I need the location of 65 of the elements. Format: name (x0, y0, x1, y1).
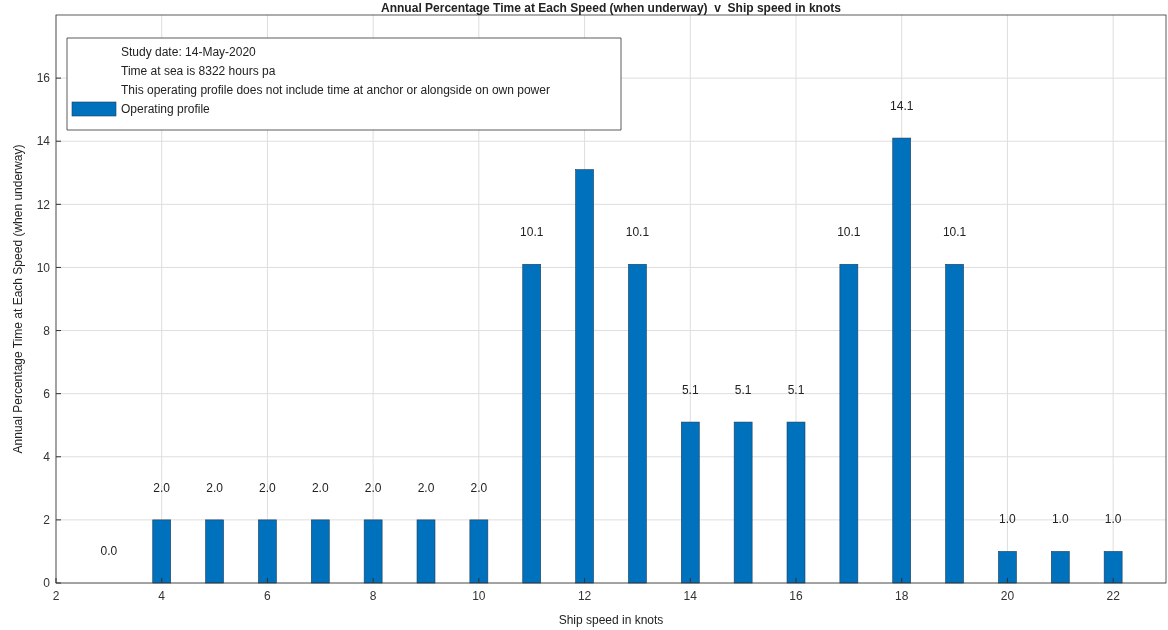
bar (205, 519, 224, 584)
bar (998, 551, 1017, 584)
bar (733, 421, 753, 584)
data-label: 1.0 (999, 512, 1017, 527)
x-tick-label: 20 (1000, 589, 1015, 603)
data-label: 10.1 (837, 225, 861, 240)
y-tick-label: 14 (36, 134, 51, 149)
data-label: 0.0 (100, 544, 118, 558)
bar (628, 263, 647, 584)
y-tick-label: 0 (43, 576, 51, 591)
data-label: 2.0 (153, 480, 171, 495)
bar (1103, 551, 1123, 584)
y-axis-title: Annual Percentage Time at Each Speed (when underway) (11, 144, 25, 454)
bar (152, 519, 171, 584)
bar (681, 421, 700, 584)
data-label: 2.0 (206, 480, 224, 495)
bar (945, 263, 964, 584)
x-axis-title: Ship speed in knots (558, 613, 664, 627)
bar (575, 169, 594, 584)
bar (839, 263, 859, 584)
bar (416, 519, 436, 584)
data-label: 5.1 (681, 383, 699, 398)
data-label: 2.0 (417, 480, 435, 495)
data-label: 10.1 (625, 225, 650, 240)
bar (1051, 551, 1070, 584)
data-label: 1.0 (1104, 512, 1122, 527)
annotation: Study date: 14-May-2020 (121, 45, 257, 59)
data-label: 14.1 (890, 99, 914, 114)
chart-title: Annual Percentage Time at Each Speed (when underway) v Ship speed in knots (381, 1, 842, 15)
data-label: 1.0 (1051, 512, 1069, 527)
y-tick-label: 4 (43, 449, 51, 464)
x-tick-label: 22 (1106, 589, 1121, 603)
x-tick-label: 14 (683, 589, 698, 603)
bar (892, 137, 911, 584)
y-tick-label: 6 (43, 386, 51, 401)
y-tick-label: 12 (36, 197, 51, 212)
annotation: Time at sea is 8322 hours pa (121, 64, 276, 78)
data-label: 10.1 (520, 225, 544, 240)
x-tick-label: 12 (577, 589, 592, 603)
x-tick-label: 4 (158, 589, 166, 603)
y-tick-label: 10 (36, 260, 51, 275)
y-tick-label: 8 (43, 323, 51, 338)
data-label: 5.1 (734, 383, 752, 398)
bar (258, 519, 277, 584)
x-tick-label: 8 (369, 589, 377, 603)
bar (786, 421, 806, 584)
x-tick-label: 10 (472, 589, 486, 603)
x-tick-label: 18 (895, 589, 909, 603)
data-label: 2.0 (470, 480, 488, 495)
data-label: 5.1 (787, 383, 805, 398)
bar (522, 263, 541, 584)
data-label: 2.0 (311, 480, 329, 495)
x-tick-label: 16 (789, 589, 803, 603)
bar (469, 519, 489, 584)
y-tick-label: 2 (43, 513, 51, 528)
annotation: This operating profile does not include time at anchor or alongside on own power (121, 83, 550, 97)
x-tick-label: 2 (52, 589, 60, 603)
legend-label: Operating profile (121, 102, 211, 116)
bar (311, 519, 330, 584)
x-tick-label: 6 (264, 589, 272, 603)
bar (363, 519, 383, 584)
data-label: 2.0 (259, 480, 277, 495)
y-tick-label: 16 (36, 71, 51, 86)
data-label: 10.1 (942, 225, 967, 240)
data-label: 2.0 (364, 480, 382, 495)
